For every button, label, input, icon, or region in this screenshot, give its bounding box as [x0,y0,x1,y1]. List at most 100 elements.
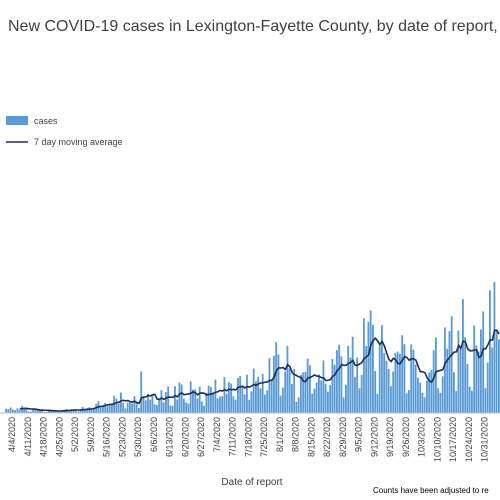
x-tick-label: 4/18/2020 [39,417,49,457]
bar-cases [444,327,446,413]
bar-cases [104,402,107,413]
bar-cases [196,398,199,413]
bar-cases [426,380,428,413]
x-tick-label: 4/11/2020 [23,417,33,456]
bar-cases [410,344,413,413]
x-tick-label: 6/13/2020 [165,417,175,457]
bar-cases [221,396,224,413]
bar-cases [480,329,482,413]
bar-cases [185,402,188,413]
bar-cases [50,411,53,413]
x-tick-label: 5/16/2020 [102,417,112,457]
bar-cases [79,409,82,413]
bar-cases [124,408,127,413]
x-tick-label: 7/4/2020 [212,417,222,452]
x-tick-label: 9/5/2020 [354,417,364,452]
bar-cases [165,392,167,413]
bar-cases [162,402,165,413]
bar-cases [430,370,433,413]
x-tick-label: 8/15/2020 [306,417,316,457]
bar-cases [194,389,197,413]
x-tick-label: 8/8/2020 [291,417,301,452]
bar-cases [243,394,246,413]
bar-cases [372,324,374,413]
bar-cases [322,360,325,413]
bar-cases [144,400,147,413]
bar-cases [462,299,464,413]
legend-label-moving-average: 7 day moving average [34,137,123,147]
bar-cases [291,384,293,413]
bar-cases [219,396,221,413]
bar-cases [115,398,118,413]
bar-cases [88,407,91,413]
bar-cases [282,387,284,413]
x-tick-label: 9/12/2020 [369,417,379,457]
bar-cases [473,325,476,413]
bar-cases [223,377,226,413]
bar-cases [423,397,426,413]
x-tick-label: 5/30/2020 [133,417,143,457]
x-tick-label: 10/3/2020 [417,417,427,457]
bar-cases [151,394,154,413]
bar-cases [491,347,494,413]
bar-cases [342,397,345,413]
legend-swatch-cases [6,116,28,125]
bar-cases [468,386,471,413]
bar-cases [466,363,469,413]
bar-cases [153,404,156,413]
bar-cases [36,409,39,413]
bar-cases [403,344,406,413]
bar-cases [174,386,176,413]
bar-cases [156,405,158,413]
bar-cases [347,345,350,413]
bar-cases [183,398,185,413]
bar-cases [453,372,455,413]
bar-cases [399,353,401,413]
bar-cases [300,374,302,413]
bar-cases [120,392,122,413]
bar-cases [187,403,190,413]
x-tick-label: 7/18/2020 [243,417,253,457]
bar-cases [149,399,152,413]
bar-cases [225,393,228,413]
bar-cases [117,403,120,413]
bar-cases [419,382,422,413]
bar-cases [369,310,372,413]
bar-cases [408,390,410,413]
bar-cases [304,371,307,413]
moving-average-line [19,329,500,412]
bar-cases [435,337,437,413]
x-tick-label: 6/27/2020 [196,417,206,457]
bar-cases [266,390,269,413]
bar-cases [439,392,442,413]
bar-cases [349,357,352,413]
bar-cases [446,348,449,413]
bar-cases [32,409,35,413]
bar-cases [327,391,329,413]
bar-cases [7,409,10,413]
bar-cases [471,390,473,413]
bar-cases [378,342,381,413]
bar-cases [232,396,235,413]
x-tick-label: 6/6/2020 [149,417,159,452]
bar-cases [52,410,55,413]
bar-cases [275,342,278,413]
bar-cases [464,337,467,413]
bar-cases [248,399,251,413]
bar-cases [277,354,280,413]
bar-cases [27,411,30,413]
bar-cases [207,385,210,413]
bar-cases [48,409,50,413]
bar-cases [477,351,480,413]
bar-cases [102,405,104,413]
x-tick-label: 9/19/2020 [385,417,395,457]
x-axis-title: Date of report [221,477,282,488]
bar-cases [459,346,462,413]
bar-cases [237,378,239,413]
bar-cases [336,350,338,413]
bar-cases [111,403,113,413]
bar-cases [441,376,444,413]
bar-cases [498,339,500,413]
